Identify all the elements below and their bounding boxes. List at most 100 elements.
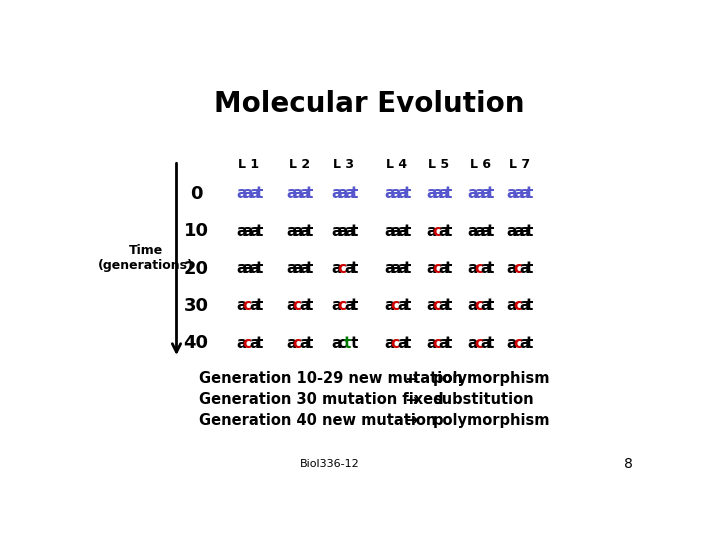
Text: t: t [351,299,358,313]
Text: L 2: L 2 [289,158,310,171]
Text: Generation 10-29 new mutation: Generation 10-29 new mutation [199,371,462,386]
Text: a: a [397,224,408,239]
Text: a: a [513,186,523,201]
Text: a: a [397,336,408,351]
Text: c: c [513,261,522,276]
Text: t: t [306,224,313,239]
Text: a: a [331,261,341,276]
Text: a: a [480,186,491,201]
Text: c: c [338,299,346,313]
Text: t: t [403,336,410,351]
Text: t: t [306,336,313,351]
Text: a: a [287,336,297,351]
Text: a: a [293,186,303,201]
Text: a: a [480,224,491,239]
Text: L 4: L 4 [387,158,408,171]
Text: a: a [287,299,297,313]
Text: t: t [403,261,410,276]
Text: c: c [293,299,302,313]
Text: c: c [432,299,441,313]
Text: c: c [474,299,483,313]
Text: c: c [338,261,346,276]
Text: c: c [432,336,441,351]
Text: a: a [338,186,348,201]
Text: →: → [405,392,417,407]
Text: a: a [432,186,443,201]
Text: t: t [445,336,453,351]
Text: c: c [432,261,441,276]
Text: t: t [445,261,453,276]
Text: L 6: L 6 [470,158,491,171]
Text: 40: 40 [184,334,209,353]
Text: c: c [474,261,483,276]
Text: a: a [331,299,341,313]
Text: 20: 20 [184,260,209,278]
Text: a: a [287,186,297,201]
Text: a: a [507,336,517,351]
Text: a: a [249,299,259,313]
Text: a: a [426,336,436,351]
Text: a: a [331,336,341,351]
Text: a: a [338,224,348,239]
Text: a: a [287,224,297,239]
Text: a: a [507,299,517,313]
Text: a: a [384,261,395,276]
Text: a: a [236,186,246,201]
Text: Molecular Evolution: Molecular Evolution [214,90,524,118]
Text: a: a [287,261,297,276]
Text: c: c [243,299,251,313]
Text: L 5: L 5 [428,158,449,171]
Text: L 3: L 3 [333,158,354,171]
Text: a: a [426,224,436,239]
Text: t: t [256,336,263,351]
Text: t: t [351,261,358,276]
Text: a: a [520,224,530,239]
Text: a: a [384,336,395,351]
Text: 0: 0 [190,185,202,202]
Text: a: a [426,261,436,276]
Text: t: t [306,299,313,313]
Text: a: a [438,299,449,313]
Text: a: a [344,299,354,313]
Text: a: a [293,261,303,276]
Text: a: a [468,261,478,276]
Text: t: t [256,186,263,201]
Text: a: a [249,186,259,201]
Text: a: a [397,261,408,276]
Text: a: a [331,224,341,239]
Text: a: a [468,224,478,239]
Text: L 1: L 1 [238,158,260,171]
Text: t: t [487,261,495,276]
Text: a: a [249,261,259,276]
Text: a: a [438,224,449,239]
Text: t: t [403,186,410,201]
Text: t: t [487,186,495,201]
Text: a: a [243,186,253,201]
Text: a: a [300,336,310,351]
Text: a: a [468,299,478,313]
Text: Biol336-12: Biol336-12 [300,459,360,469]
Text: a: a [480,336,491,351]
Text: a: a [426,186,436,201]
Text: 8: 8 [624,457,633,471]
Text: a: a [300,299,310,313]
Text: a: a [236,224,246,239]
Text: t: t [526,224,534,239]
Text: a: a [468,336,478,351]
Text: a: a [474,186,485,201]
Text: a: a [249,224,259,239]
Text: a: a [480,299,491,313]
Text: a: a [390,186,401,201]
Text: a: a [243,261,253,276]
Text: a: a [507,261,517,276]
Text: a: a [390,261,401,276]
Text: t: t [445,224,453,239]
Text: a: a [474,224,485,239]
Text: Generation 40 new mutation: Generation 40 new mutation [199,413,436,428]
Text: a: a [236,261,246,276]
Text: a: a [344,186,354,201]
Text: t: t [526,299,534,313]
Text: t: t [351,224,358,239]
Text: t: t [256,261,263,276]
Text: t: t [487,299,495,313]
